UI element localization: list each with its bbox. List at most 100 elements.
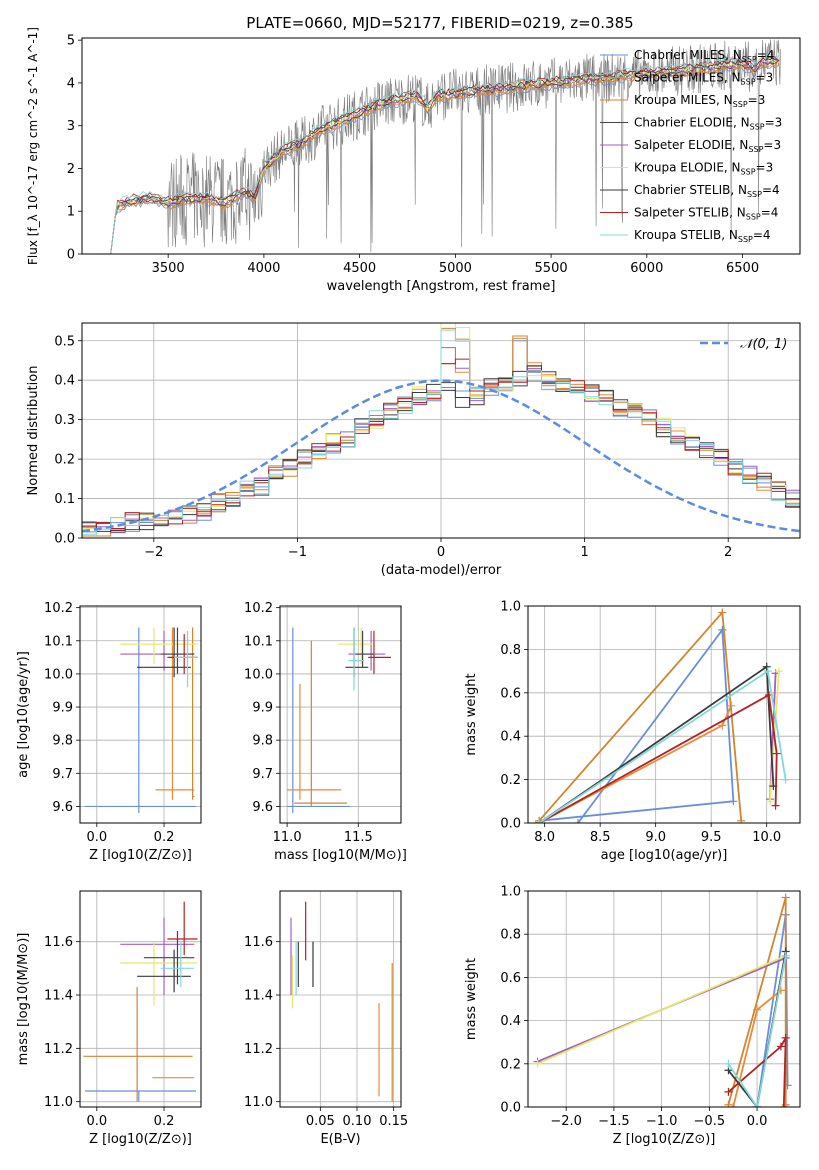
y-tick-label: 11.2 xyxy=(44,1042,73,1057)
plot-area xyxy=(110,39,781,254)
weight-marker xyxy=(724,1059,733,1068)
y-tick-label: 11.2 xyxy=(244,1042,273,1057)
x-tick-label: −2 xyxy=(144,545,163,560)
weight-marker xyxy=(779,1103,788,1107)
y-tick-label: 11.0 xyxy=(44,1095,73,1110)
weight-marker xyxy=(718,721,727,730)
weight-marker xyxy=(535,819,544,823)
y-tick-label: 0.0 xyxy=(500,1101,521,1116)
legend-label: Chabrier ELODIE, NSSP=3 xyxy=(634,116,782,132)
legend-label: Salpeter STELIB, NSSP=4 xyxy=(634,206,778,222)
x-axis-label: Z [log10(Z/Z⊙)] xyxy=(89,1132,192,1147)
weight-line-salpeter-miles xyxy=(538,705,733,823)
y-tick-label: 1 xyxy=(67,205,75,220)
histogram-kroupa-stelib xyxy=(82,329,800,535)
weight-marker xyxy=(718,625,727,634)
y-tick-label: 0.4 xyxy=(500,1014,521,1029)
axes-frame xyxy=(527,890,801,1108)
y-tick-label: 11.0 xyxy=(244,1095,273,1110)
axes-frame xyxy=(81,37,801,255)
weight-marker xyxy=(718,608,727,617)
x-tick-label: 5000 xyxy=(439,261,472,276)
y-axis-label: Flux [f_λ 10^-17 erg cm^-2 s^-1 A^-1] xyxy=(26,27,40,265)
observed-spectrum-line xyxy=(110,39,781,254)
x-axis-label: wavelength [Angstrom, rest frame] xyxy=(327,279,556,294)
y-tick-label: 9.9 xyxy=(252,701,273,716)
y-axis-label: mass [log10(M/M⊙)] xyxy=(16,933,31,1066)
x-tick-label: 4000 xyxy=(247,261,280,276)
y-tick-label: 11.4 xyxy=(244,989,273,1004)
histogram-kroupa-elodie xyxy=(82,323,800,530)
x-tick-label: 0.0 xyxy=(747,1114,768,1129)
axes-frame xyxy=(279,890,402,1108)
weight-marker xyxy=(771,801,780,810)
weight-marker xyxy=(781,1033,790,1042)
weight-marker xyxy=(737,816,746,823)
y-tick-label: 11.4 xyxy=(44,989,73,1004)
y-tick-label: 0.2 xyxy=(500,773,521,788)
x-tick-label: 8.5 xyxy=(590,830,611,845)
model-line-kroupa-stelib xyxy=(110,53,780,254)
y-tick-label: 10.1 xyxy=(244,634,273,649)
model-line-salpeter-elodie xyxy=(110,58,780,254)
panel-mass-vs-EBV: 0.05 0.10 0.15 11.0 11.2 11.4 11.6 E(B-V) xyxy=(244,890,408,1147)
x-axis-label: mass [log10(M/M⊙)] xyxy=(274,848,407,863)
weight-line-kroupa-stelib xyxy=(727,955,787,1107)
x-tick-label: 4500 xyxy=(343,261,376,276)
panel-residuals: −2 −1 0 1 2 0.0 0.1 0.2 0.3 0.4 0.5 (data-model)/er… xyxy=(26,322,801,578)
x-tick-label: 3500 xyxy=(152,261,185,276)
weight-line-kroupa-elodie xyxy=(537,954,787,1065)
legend-label: Kroupa MILES, NSSP=3 xyxy=(634,93,765,109)
y-tick-label: 10.2 xyxy=(44,601,73,616)
weight-marker xyxy=(781,775,790,784)
y-tick-label: 9.8 xyxy=(252,734,273,749)
y-tick-label: 3 xyxy=(67,119,75,134)
plot-area xyxy=(290,901,393,1102)
x-tick-label: 0.2 xyxy=(154,830,175,845)
weight-line-chabrier-miles xyxy=(539,627,735,823)
histogram-salpeter-elodie xyxy=(82,347,800,533)
weight-marker xyxy=(762,662,771,671)
plot-area xyxy=(83,901,198,1102)
y-tick-label: 0.8 xyxy=(500,643,521,658)
y-tick-label: 10.2 xyxy=(244,601,273,616)
weight-marker xyxy=(781,1100,790,1107)
y-tick-label: 0.2 xyxy=(54,453,75,468)
weight-line-salpeter-stelib xyxy=(727,1037,787,1107)
x-tick-label: 1 xyxy=(580,545,588,560)
plot-area xyxy=(85,627,198,814)
y-tick-label: 0.5 xyxy=(54,334,75,349)
x-axis-label: E(B-V) xyxy=(320,1132,360,1147)
y-tick-label: 0.0 xyxy=(500,817,521,832)
y-tick-label: 10.0 xyxy=(244,667,273,682)
y-tick-label: 0 xyxy=(67,248,75,263)
weight-marker xyxy=(753,1103,762,1107)
axes-frame xyxy=(79,605,202,824)
y-axis-label: mass weight xyxy=(464,673,479,755)
x-tick-label: 6500 xyxy=(726,261,759,276)
legend-label: Kroupa STELIB, NSSP=4 xyxy=(634,228,771,244)
legend: Chabrier MILES, NSSP=4 Salpeter MILES, NS… xyxy=(600,48,782,244)
y-tick-label: 4 xyxy=(67,76,75,91)
x-tick-label: 0.15 xyxy=(379,1114,408,1129)
x-tick-label: 0.0 xyxy=(86,1114,107,1129)
y-tick-label: 10.1 xyxy=(44,634,73,649)
y-tick-label: 0.2 xyxy=(500,1057,521,1072)
y-tick-label: 9.6 xyxy=(252,800,273,815)
y-tick-label: 9.9 xyxy=(52,701,73,716)
legend-label: Chabrier STELIB, NSSP=4 xyxy=(634,183,780,199)
x-tick-label: −0.5 xyxy=(694,1114,726,1129)
weight-marker xyxy=(573,819,582,823)
x-tick-label: 0.2 xyxy=(154,1114,175,1129)
y-tick-label: 11.6 xyxy=(244,935,273,950)
x-tick-label: −1.0 xyxy=(646,1114,678,1129)
x-tick-label: 5500 xyxy=(535,261,568,276)
weight-line-kroupa-stelib xyxy=(538,669,787,823)
plot-area xyxy=(287,627,392,814)
y-tick-label: 1.0 xyxy=(500,600,521,615)
y-tick-label: 11.6 xyxy=(44,935,73,950)
weight-marker xyxy=(763,667,772,676)
weight-marker xyxy=(729,1103,738,1107)
plot-area xyxy=(82,323,800,537)
